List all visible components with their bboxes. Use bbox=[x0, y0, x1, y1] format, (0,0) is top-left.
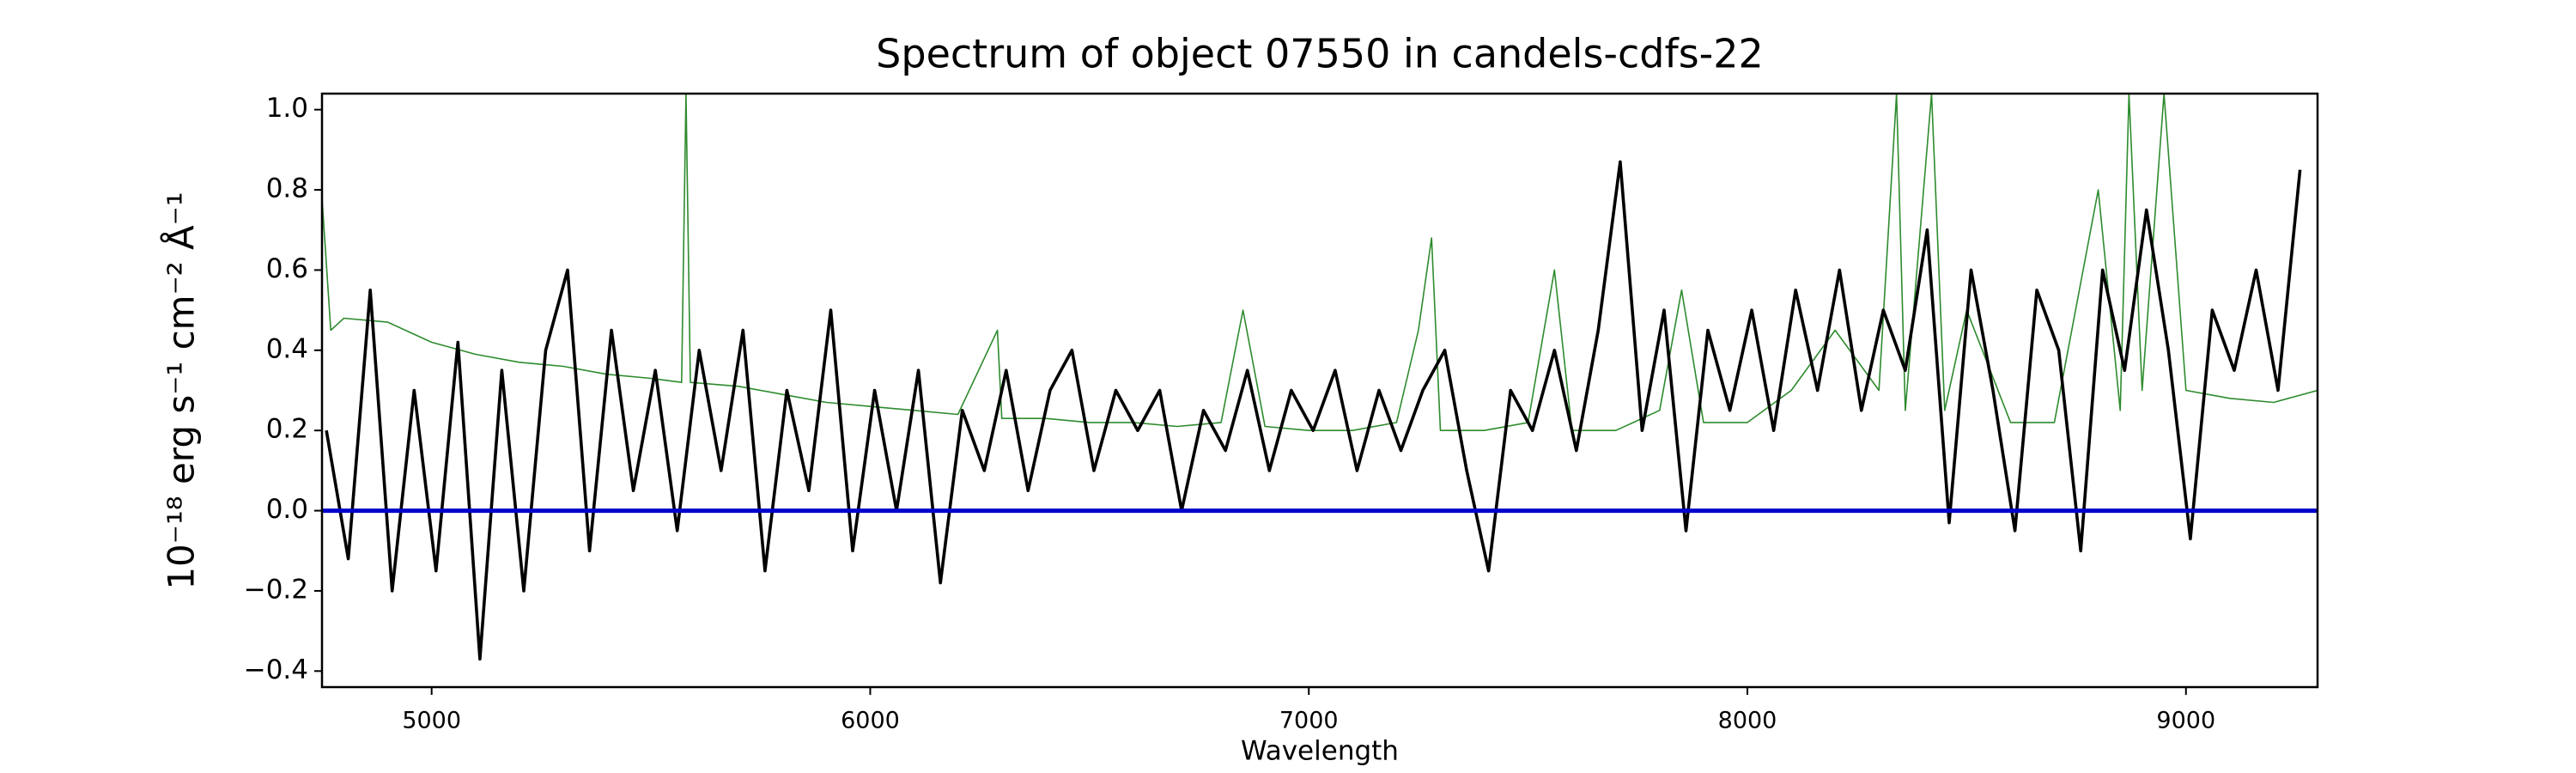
y-tick-label: 1.0 bbox=[266, 93, 308, 124]
x-axis-label: Wavelength bbox=[1241, 736, 1399, 767]
y-tick-label: −0.2 bbox=[244, 574, 308, 605]
x-tick-label: 6000 bbox=[841, 708, 900, 734]
y-tick-label: 0.8 bbox=[266, 173, 308, 204]
y-tick-label: 0.6 bbox=[266, 253, 308, 284]
plot-area bbox=[322, 94, 2318, 661]
x-tick-label: 7000 bbox=[1279, 708, 1339, 734]
y-tick-label: 0.4 bbox=[266, 333, 308, 364]
y-tick-label: 0.2 bbox=[266, 414, 308, 445]
x-tick-label: 5000 bbox=[402, 708, 461, 734]
y-axis-label: 10⁻¹⁸ erg s⁻¹ cm⁻² Å⁻¹ bbox=[160, 192, 203, 589]
x-tick-label: 9000 bbox=[2156, 708, 2215, 734]
y-tick-label: −0.4 bbox=[244, 654, 308, 685]
spectrum-line bbox=[322, 94, 2318, 431]
plot-frame bbox=[320, 92, 2319, 689]
spectrum-line bbox=[325, 160, 2302, 661]
y-tick-label: 0.0 bbox=[266, 494, 308, 525]
chart-title: Spectrum of object 07550 in candels-cdfs… bbox=[876, 31, 1764, 77]
x-tick-label: 8000 bbox=[1718, 708, 1777, 734]
